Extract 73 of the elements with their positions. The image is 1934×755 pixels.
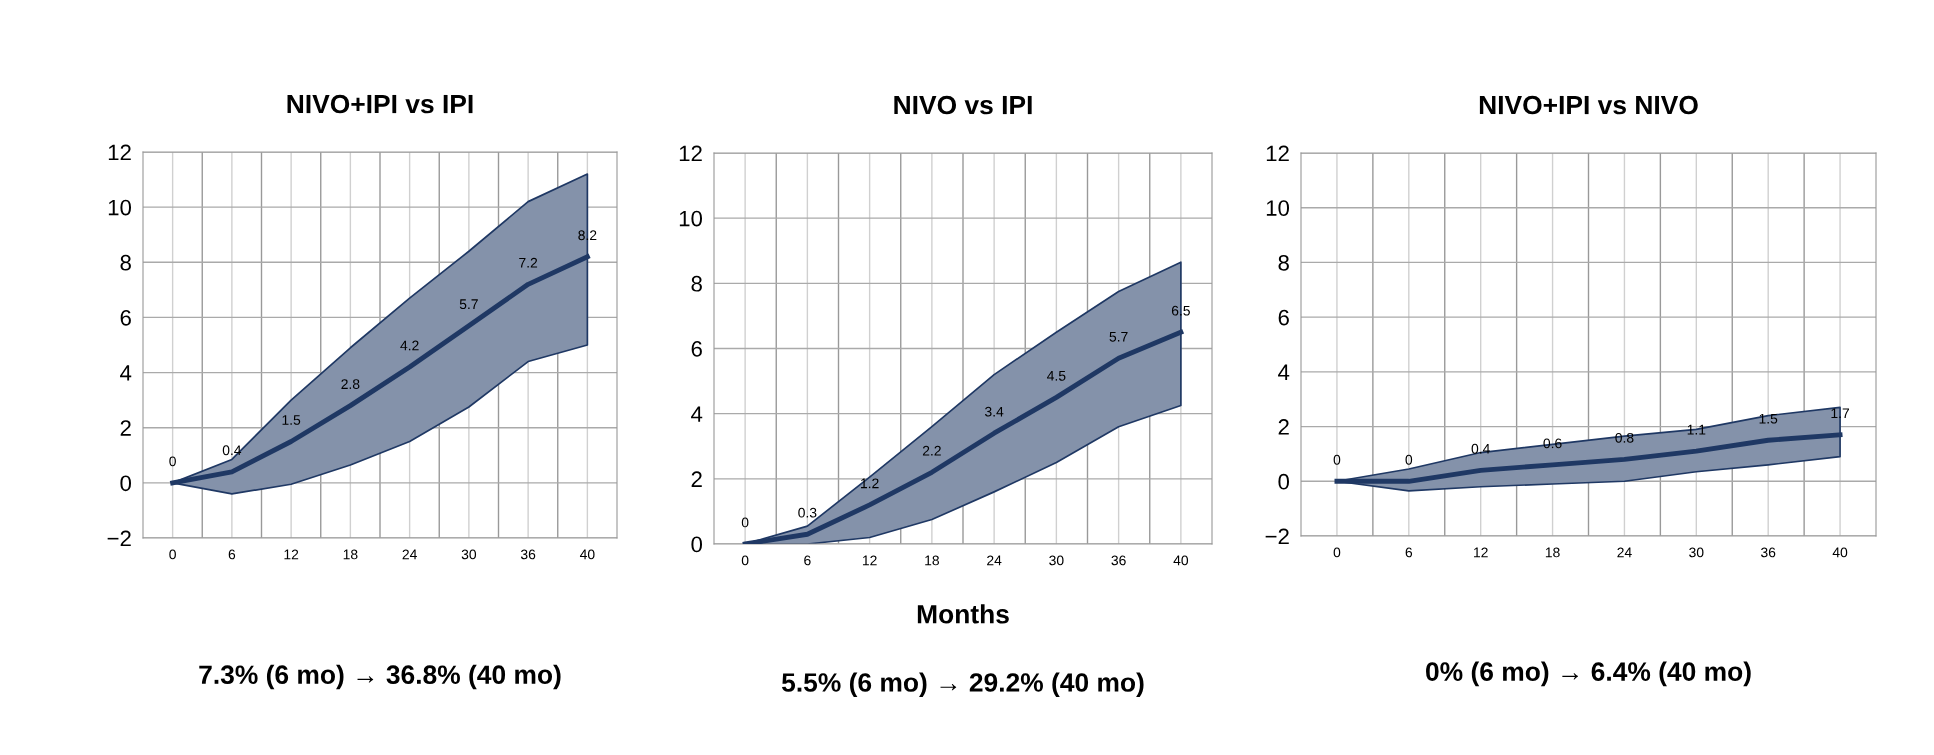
y-tick-label: 0 bbox=[120, 475, 132, 492]
data-label: 1.5 bbox=[282, 415, 301, 425]
data-label: 6.5 bbox=[1171, 305, 1190, 316]
x-tick-label: 0 bbox=[741, 555, 749, 566]
y-tick-label: 12 bbox=[679, 145, 702, 162]
data-label: 4.5 bbox=[1047, 371, 1066, 381]
x-tick-label: 24 bbox=[1617, 547, 1632, 558]
x-tick-label: 6 bbox=[804, 555, 811, 566]
data-label: 0 bbox=[741, 517, 749, 528]
y-tick-label: 0 bbox=[1278, 473, 1290, 490]
y-tick-label: 2 bbox=[691, 471, 702, 487]
y-tick-label: 10 bbox=[108, 199, 132, 216]
chart-title: NIVO+IPI vs NIVO bbox=[1479, 95, 1698, 115]
data-label: 1.2 bbox=[861, 478, 879, 489]
data-label: 0.6 bbox=[1543, 438, 1562, 449]
y-tick-label: −2 bbox=[1265, 528, 1289, 545]
data-label: 7.2 bbox=[519, 257, 538, 268]
x-tick-label: 12 bbox=[862, 555, 877, 566]
x-tick-label: 18 bbox=[925, 555, 939, 566]
y-tick-label: 8 bbox=[1278, 254, 1289, 271]
data-label: 0.4 bbox=[222, 445, 242, 456]
x-tick-label: 36 bbox=[1111, 555, 1126, 566]
chart-title: NIVO+IPI vs IPI bbox=[287, 94, 473, 114]
data-label: 0 bbox=[169, 456, 176, 467]
x-tick-label: 24 bbox=[987, 555, 1002, 566]
data-label: 0 bbox=[1405, 454, 1413, 465]
data-label: 5.7 bbox=[1109, 331, 1128, 342]
y-tick-label: 12 bbox=[1266, 145, 1289, 162]
text: 5.5% (6 mo) → 29.2% (40 mo) bbox=[781, 672, 1144, 698]
data-label: 1.5 bbox=[1759, 413, 1778, 424]
x-tick-label: 12 bbox=[284, 549, 299, 560]
y-tick-label: 10 bbox=[679, 210, 703, 227]
x-axis-title: Months bbox=[917, 604, 1009, 624]
y-tick-label: −2 bbox=[107, 530, 131, 547]
x-tick-label: 30 bbox=[1689, 547, 1704, 558]
x-tick-label: 30 bbox=[461, 549, 477, 560]
x-tick-label: 6 bbox=[228, 549, 236, 560]
y-tick-label: 8 bbox=[691, 275, 702, 292]
x-tick-label: 18 bbox=[1545, 547, 1560, 558]
data-label: 0.3 bbox=[798, 507, 817, 518]
y-tick-label: 6 bbox=[120, 309, 131, 326]
data-label: 2.2 bbox=[922, 445, 941, 456]
data-label: 5.7 bbox=[459, 299, 478, 310]
y-tick-label: 4 bbox=[120, 365, 132, 381]
y-tick-label: 4 bbox=[691, 406, 703, 422]
x-tick-label: 0 bbox=[1333, 547, 1341, 558]
x-tick-label: 6 bbox=[1405, 547, 1413, 558]
x-tick-label: 40 bbox=[1832, 547, 1848, 558]
x-tick-label: 40 bbox=[579, 549, 595, 560]
data-label: 4.2 bbox=[400, 340, 419, 351]
x-tick-label: 36 bbox=[520, 549, 536, 560]
data-label: 0.4 bbox=[1471, 443, 1490, 454]
data-label: 2.8 bbox=[341, 379, 360, 390]
text: 0% (6 mo) → 6.4% (40 mo) bbox=[1426, 661, 1751, 687]
x-tick-label: 12 bbox=[1474, 547, 1488, 558]
x-tick-label: 0 bbox=[169, 549, 176, 560]
data-label: 0 bbox=[1333, 454, 1341, 465]
y-tick-label: 8 bbox=[120, 254, 131, 271]
x-tick-label: 40 bbox=[1173, 555, 1189, 566]
y-tick-label: 4 bbox=[1278, 364, 1290, 380]
y-tick-label: 10 bbox=[1266, 200, 1290, 216]
y-tick-label: 6 bbox=[1278, 309, 1289, 326]
x-tick-label: 18 bbox=[343, 549, 358, 560]
y-tick-label: 6 bbox=[691, 341, 702, 357]
x-tick-label: 36 bbox=[1760, 547, 1776, 558]
text: 7.3% (6 mo) → 36.8% (40 mo) bbox=[199, 664, 561, 690]
data-label: 3.4 bbox=[985, 406, 1004, 417]
y-tick-label: 12 bbox=[108, 144, 131, 161]
y-tick-label: 2 bbox=[120, 420, 131, 436]
y-tick-label: 2 bbox=[1278, 419, 1289, 435]
chart-title: NIVO vs IPI bbox=[894, 95, 1032, 115]
x-tick-label: 24 bbox=[402, 549, 417, 560]
x-tick-label: 30 bbox=[1049, 555, 1064, 566]
